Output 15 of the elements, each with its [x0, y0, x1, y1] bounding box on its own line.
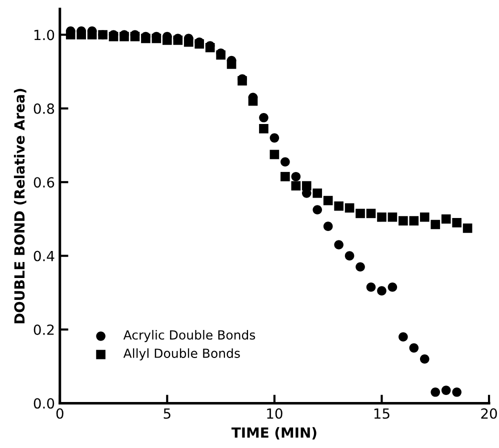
legend-label: Acrylic Double Bonds	[123, 330, 256, 342]
y-tick-label: 0.2	[34, 324, 54, 335]
y-axis-title: DOUBLE BOND (Relative Area)	[14, 88, 26, 324]
y-tick-label: 0.8	[34, 103, 54, 114]
x-tick-label: 20	[481, 408, 497, 419]
x-tick-label: 15	[374, 408, 390, 419]
legend-label: Allyl Double Bonds	[123, 348, 240, 360]
y-tick-label: 1.0	[34, 30, 54, 40]
x-tick-label: 0	[56, 408, 64, 419]
y-tick-label: 0.4	[34, 250, 54, 262]
y-tick-label: 0.0	[34, 398, 54, 409]
x-tick-label: 10	[267, 408, 282, 419]
y-tick-label: 0.6	[34, 177, 54, 188]
x-tick-label: 5	[164, 408, 170, 419]
x-axis-title: TIME (MIN)	[231, 427, 316, 440]
